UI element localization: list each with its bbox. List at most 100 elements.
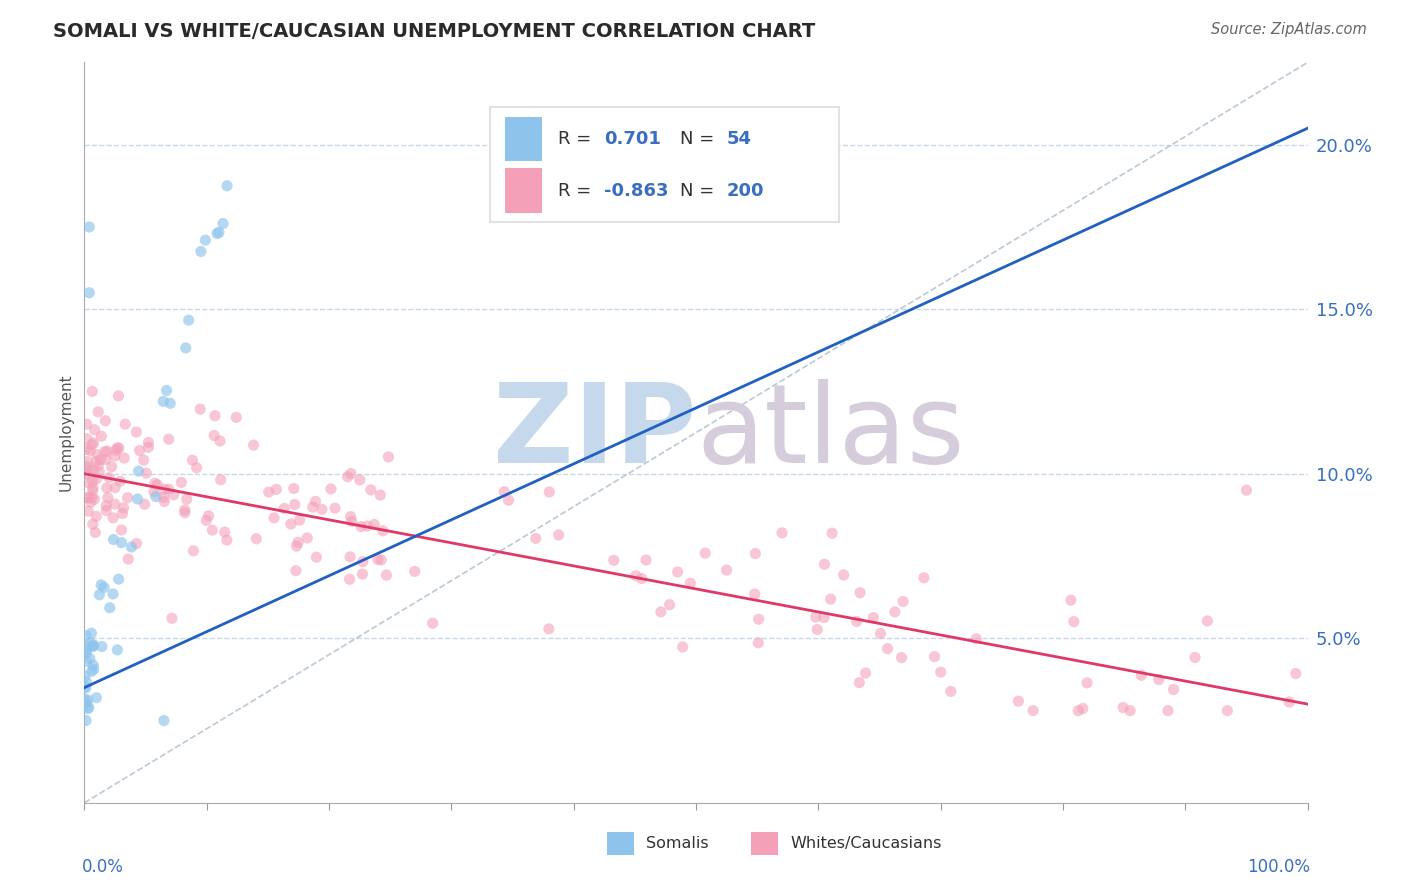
Point: [152, 490, 174, 504]
Point: [257, 485, 280, 500]
Point: [82, 517, 104, 532]
Point: [77, 491, 100, 505]
Point: [112, 450, 135, 465]
Point: [82, 463, 104, 477]
Point: [1071, 701, 1094, 715]
Point: [77, 700, 100, 714]
Point: [820, 592, 842, 607]
Point: [138, 440, 160, 454]
Point: [311, 502, 333, 516]
Point: [273, 501, 295, 516]
Point: [77, 475, 100, 490]
Point: [929, 665, 952, 679]
Point: [101, 511, 124, 525]
Point: [891, 594, 914, 608]
Point: [301, 500, 323, 514]
Point: [143, 476, 166, 491]
Point: [83, 662, 105, 676]
Bar: [606, 832, 634, 855]
Point: [76, 417, 98, 432]
Point: [105, 643, 128, 657]
Point: [96, 481, 118, 495]
Point: [105, 441, 128, 455]
Point: [76, 491, 98, 505]
Point: [370, 488, 392, 502]
Point: [813, 558, 835, 572]
Point: [1216, 704, 1239, 718]
Point: [1285, 666, 1308, 681]
Point: [304, 494, 326, 508]
Point: [813, 610, 835, 624]
Point: [82, 384, 104, 399]
Point: [183, 543, 205, 558]
Point: [1119, 704, 1142, 718]
Point: [883, 605, 905, 619]
Point: [89, 588, 111, 602]
Point: [288, 513, 311, 527]
Point: [188, 402, 211, 417]
Point: [94, 444, 117, 458]
Point: [77, 219, 100, 234]
Point: [214, 525, 236, 540]
Bar: [505, 169, 541, 213]
Point: [371, 524, 394, 538]
Point: [498, 493, 520, 508]
Point: [103, 533, 125, 547]
Point: [79, 443, 101, 458]
Point: [716, 563, 738, 577]
Point: [101, 587, 124, 601]
Point: [84, 455, 107, 469]
Point: [1130, 668, 1153, 682]
Point: [86, 448, 108, 462]
Point: [157, 432, 180, 446]
Point: [128, 443, 150, 458]
Point: [1060, 593, 1083, 607]
Point: [104, 481, 127, 495]
Point: [305, 550, 328, 565]
Point: [912, 571, 935, 585]
Point: [404, 565, 426, 579]
Point: [162, 488, 184, 502]
Point: [287, 535, 309, 549]
Point: [177, 313, 200, 327]
Point: [79, 651, 101, 665]
Point: [1163, 682, 1185, 697]
Point: [83, 638, 105, 652]
Point: [98, 600, 121, 615]
Point: [76, 654, 98, 668]
Point: [134, 497, 156, 511]
Point: [1197, 614, 1219, 628]
Point: [845, 615, 868, 629]
Point: [744, 587, 766, 601]
Bar: [751, 832, 778, 855]
Point: [209, 473, 232, 487]
Point: [283, 482, 305, 496]
Point: [319, 482, 342, 496]
Point: [208, 434, 231, 448]
Point: [159, 396, 181, 410]
Point: [202, 428, 225, 442]
Point: [97, 491, 120, 505]
Text: 0.701: 0.701: [605, 130, 661, 148]
Point: [117, 552, 139, 566]
Point: [153, 714, 176, 728]
Point: [181, 453, 204, 467]
Point: [630, 572, 652, 586]
Point: [650, 605, 672, 619]
Point: [1236, 483, 1258, 498]
Point: [82, 639, 104, 653]
Point: [672, 640, 695, 654]
Point: [242, 438, 264, 452]
Point: [624, 568, 647, 582]
Point: [890, 650, 912, 665]
Point: [377, 450, 399, 464]
Point: [173, 503, 195, 517]
Text: Source: ZipAtlas.com: Source: ZipAtlas.com: [1211, 22, 1367, 37]
Point: [869, 626, 891, 640]
Point: [125, 536, 148, 550]
Text: -0.863: -0.863: [605, 182, 669, 200]
Point: [82, 483, 104, 498]
Point: [107, 389, 129, 403]
Point: [201, 523, 224, 537]
Point: [323, 501, 346, 516]
